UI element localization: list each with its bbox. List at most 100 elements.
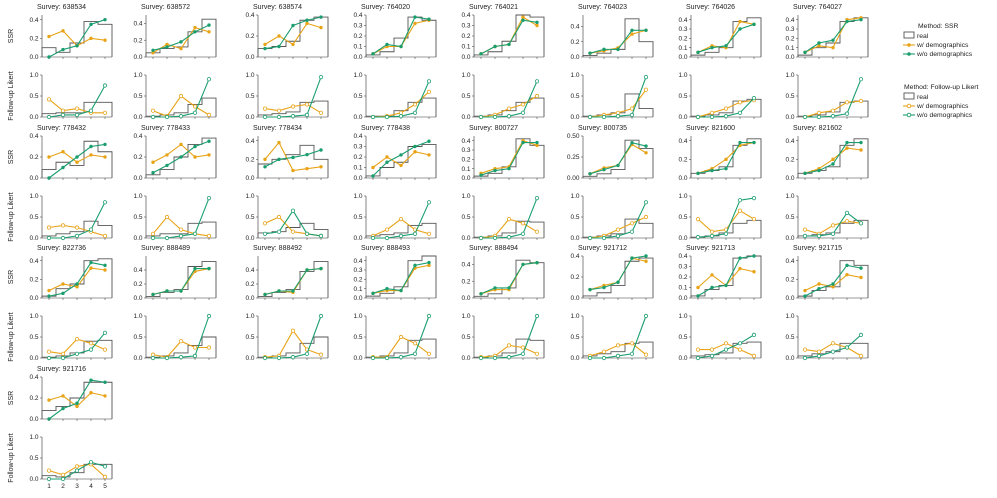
- w-demographics-point: [830, 341, 836, 346]
- wo-demographics-point: [426, 313, 432, 319]
- wo-demographics-point: [370, 355, 376, 361]
- wo-demographics-point: [752, 22, 756, 27]
- wo-demographics-point: [164, 355, 170, 361]
- w-demographics-point: [46, 468, 52, 473]
- wo-demographics-point: [151, 292, 155, 297]
- y-tick-label: 1.0: [678, 72, 687, 79]
- wo-demographics-point: [426, 200, 432, 205]
- wo-demographics-point: [802, 355, 808, 361]
- wo-demographics-point: [399, 288, 403, 293]
- ssr-panel-12: 0.0 0.1 0.2 0.3 0.4 Survey: 800727: [461, 125, 545, 182]
- w-demographics-point: [534, 229, 540, 234]
- panel-title: Survey: 778432: [37, 125, 86, 132]
- wo-demographics-point: [88, 108, 94, 113]
- wo-demographics-point: [385, 286, 389, 291]
- y-tick-label: 1.0: [785, 72, 794, 79]
- wo-demographics-point: [630, 256, 634, 260]
- wo-demographics-point: [371, 52, 375, 56]
- w-demographics-point: [74, 106, 80, 111]
- w-demographics-point: [178, 339, 184, 344]
- legend-likert-wo-label: w/o demographics: [916, 112, 973, 119]
- w-demographics-point: [615, 110, 621, 115]
- w-demographics-point: [47, 155, 51, 159]
- y-tick-label: 0.4: [353, 258, 362, 265]
- panel-title: Survey: 764027: [793, 4, 842, 11]
- w-demographics-point: [427, 263, 431, 268]
- wo-demographics-point: [493, 44, 497, 49]
- wo-demographics-point: [616, 163, 620, 168]
- w-demographics-point: [61, 394, 65, 398]
- y-tick-label: 0.2: [570, 274, 579, 281]
- w-demographics-point: [802, 227, 808, 232]
- ssr-panel-14: 0.0 0.2 0.4 Survey: 821600: [678, 125, 762, 182]
- wo-demographics-point: [276, 355, 282, 361]
- ssr-panel-23: 0.0 0.2 0.4 Survey: 921715: [785, 245, 869, 302]
- w-demographics-point: [178, 93, 184, 99]
- real-step-series: [145, 97, 217, 117]
- wo-demographics-point: [88, 347, 94, 352]
- w-demographics-point: [615, 343, 621, 348]
- w-demographics-point: [319, 25, 323, 30]
- wo-demographics-point: [413, 15, 417, 19]
- y-tick-label: 0.0: [29, 355, 38, 362]
- legend-ssr-wo-marker: [907, 52, 911, 56]
- wo-demographics-point: [276, 114, 282, 120]
- y-tick-label: 0.0: [785, 54, 794, 61]
- real-step-series: [365, 222, 437, 238]
- real-step-series: [582, 139, 654, 178]
- wo-demographics-point: [89, 260, 93, 265]
- y-tick-label: 0.2: [29, 395, 38, 402]
- likert-panel-13: 0.0 0.5 1.0: [570, 193, 654, 242]
- y-tick-label: 1.0: [133, 193, 142, 200]
- wo-demographics-point: [710, 285, 714, 290]
- w-demographics-point: [831, 157, 835, 162]
- w-demographics-line: [48, 30, 106, 47]
- wo-demographics-point: [695, 355, 701, 361]
- w-demographics-point: [643, 87, 649, 92]
- y-tick-label: 0.0: [461, 295, 470, 302]
- w-demographics-point: [724, 157, 728, 162]
- y-tick-label: 0.2: [29, 36, 38, 43]
- wo-demographics-point: [844, 210, 850, 215]
- w-demographics-point: [738, 266, 742, 271]
- wo-demographics-point: [304, 231, 310, 236]
- w-demographics-point: [89, 153, 93, 157]
- wo-demographics-point: [75, 44, 79, 48]
- wo-demographics-point: [102, 330, 108, 335]
- w-demographics-point: [520, 102, 526, 107]
- wo-demographics-point: [74, 468, 80, 473]
- wo-demographics-point: [61, 47, 65, 52]
- w-demographics-point: [644, 259, 648, 263]
- w-demographics-point: [426, 351, 432, 356]
- y-tick-label: 1.0: [353, 313, 362, 320]
- y-tick-label: 0.5: [678, 334, 687, 341]
- ssr-panel-1: 0.0 0.2 0.4 Survey: 638572: [133, 4, 217, 61]
- wo-demographics-point: [206, 313, 212, 319]
- y-tick-label: 1.0: [570, 193, 579, 200]
- wo-demographics-point: [520, 351, 526, 356]
- wo-demographics-point: [413, 263, 417, 268]
- y-tick-label: 0.5: [570, 214, 579, 221]
- w-demographics-point: [206, 112, 212, 118]
- real-step-series: [690, 138, 762, 178]
- y-tick-label: 0.0: [29, 295, 38, 302]
- y-tick-label: 0.4: [29, 258, 38, 265]
- wo-demographics-line: [481, 81, 538, 118]
- w-demographics-point: [290, 328, 296, 333]
- panel-title: Survey: 921715: [793, 245, 842, 252]
- w-demographics-point: [629, 106, 635, 111]
- y-tick-label: 0.0: [353, 355, 362, 362]
- w-demographics-point: [506, 343, 512, 348]
- row-label-ssr: SSR: [8, 270, 15, 284]
- wo-demographics-point: [75, 155, 79, 159]
- panel-title: Survey: 888492: [253, 245, 302, 252]
- w-demographics-point: [291, 42, 295, 47]
- wo-demographics-point: [207, 266, 211, 271]
- wo-demographics-point: [384, 235, 390, 241]
- wo-demographics-point: [427, 139, 431, 143]
- w-demographics-point: [304, 102, 310, 107]
- wo-demographics-point: [601, 355, 607, 361]
